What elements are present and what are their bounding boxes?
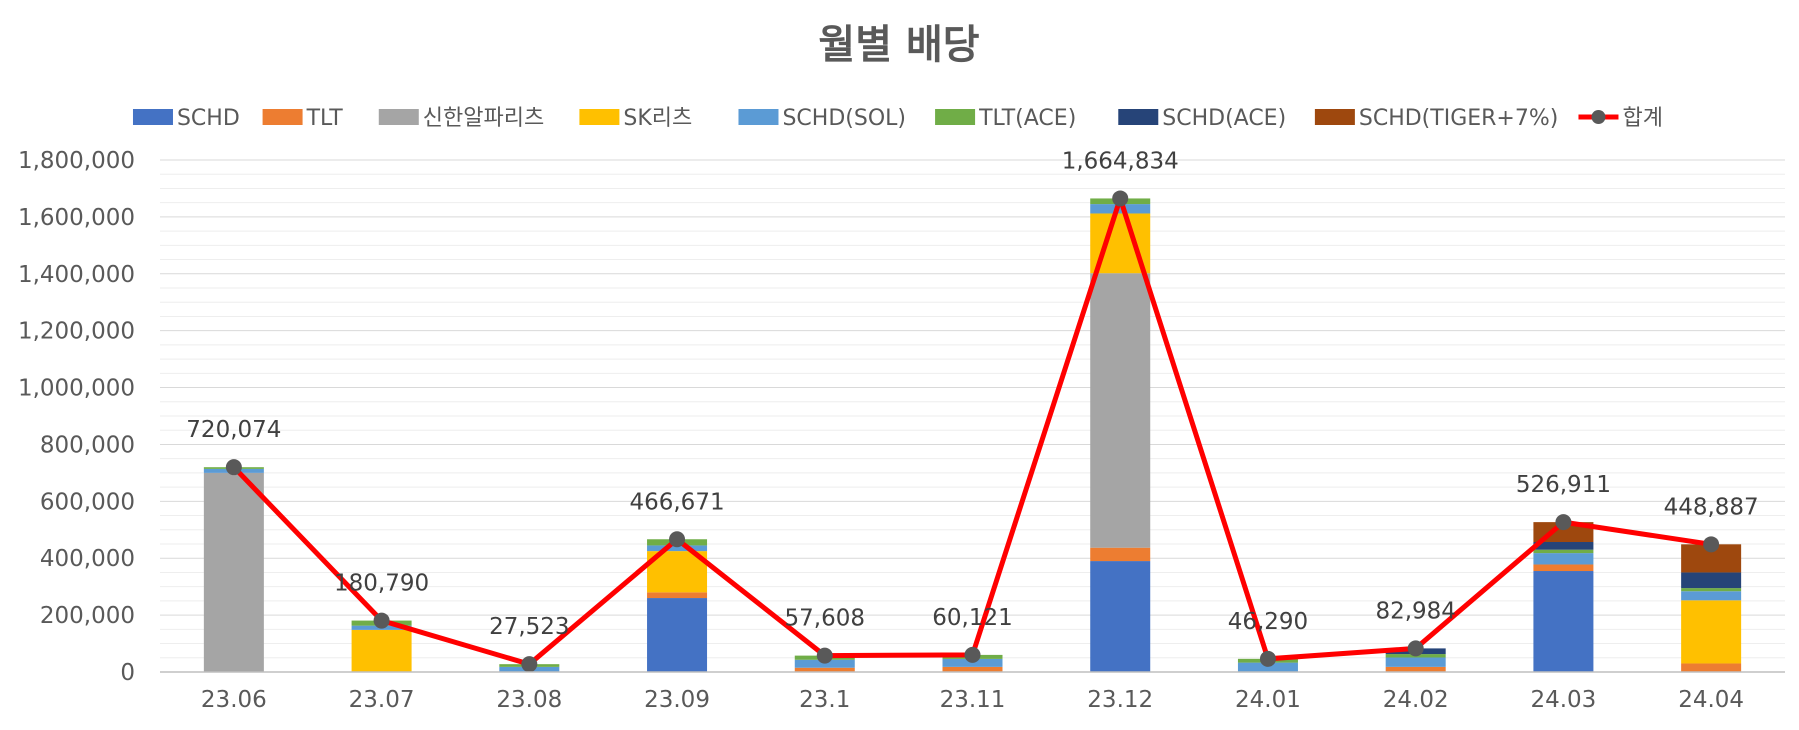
total-point [816,647,833,664]
data-label: 27,523 [489,614,569,640]
total-point [1555,514,1572,531]
bar-segment [1681,591,1742,601]
bar-segment [1237,662,1298,672]
bar-segment [1385,657,1446,667]
y-tick-label: 600,000 [40,489,135,515]
x-tick-label: 23.08 [496,687,562,713]
legend-swatch [1314,109,1355,125]
legend-swatch [1118,109,1159,125]
total-point [1259,650,1276,667]
bar-segment [1385,666,1446,672]
legend-swatch [262,109,303,125]
y-tick-label: 1,800,000 [18,148,135,174]
bar-segment [1533,553,1594,565]
chart-title: 월별 배당 [818,22,979,68]
data-label: 448,887 [1664,494,1759,520]
x-tick-label: 24.01 [1235,687,1301,713]
legend-swatch [132,109,173,125]
x-tick-label: 23.09 [644,687,710,713]
legend-label: SCHD [177,106,240,131]
total-point [373,612,390,629]
x-tick-label: 23.06 [201,687,267,713]
y-tick-label: 0 [120,660,135,686]
bar-segment [351,629,412,672]
y-tick-label: 400,000 [40,546,135,572]
legend-swatch [738,109,779,125]
bar-segment [794,667,855,672]
bar-segment [647,592,708,599]
total-point [521,656,538,673]
bar-segment [1681,588,1742,592]
bars [203,198,1742,672]
bar-segment [1090,561,1151,672]
bar-segment [1090,547,1151,562]
y-tick-label: 1,400,000 [18,262,135,288]
legend-label: TLT [306,106,344,131]
bar-segment [647,598,708,672]
y-tick-label: 1,200,000 [18,319,135,345]
total-point [964,646,981,663]
bar-segment [942,666,1003,672]
legend-swatch [579,109,620,125]
y-tick-label: 200,000 [40,603,135,629]
gridlines [160,159,1785,659]
bar-segment [1090,273,1151,548]
total-series-line [232,195,1712,667]
legend-marker [1591,110,1606,124]
legend-label: 신한알파리츠 [423,106,544,131]
y-tick-label: 1,000,000 [18,376,135,402]
bar-segment [1681,600,1742,664]
bar-segment [647,545,708,552]
y-axis: 0 200,000 400,000 600,000 800,000 1,000,000 1,… [18,148,135,686]
data-label: 1,664,834 [1062,148,1179,174]
legend-label: SCHD(TIGER+7%) [1359,106,1558,131]
data-label: 46,290 [1228,609,1308,635]
bar-segment [203,472,264,672]
bar-segment [1533,549,1594,554]
bar-segment [1681,572,1742,589]
bar-segment [794,659,855,668]
legend-swatch [378,109,419,125]
x-tick-label: 23.11 [940,687,1006,713]
data-label: 466,671 [629,489,724,515]
total-point [1112,190,1129,207]
legend-label: TLT(ACE) [978,106,1076,131]
chart-legend: SCHD TLT 신한알파리츠 SK리츠 SCHD(SOL) TLT(ACE) SCHD(A… [132,106,1663,131]
legend-label: SCHD(ACE) [1162,106,1286,131]
y-tick-label: 1,600,000 [18,205,135,231]
data-label: 82,984 [1375,598,1455,624]
x-axis: 23.06 23.07 23.08 23.09 23.1 23.11 23.12 24.01 2… [160,671,1785,713]
data-label: 57,608 [785,606,865,632]
total-point [669,531,686,548]
bar-segment [1533,542,1594,550]
x-tick-label: 23.07 [349,687,415,713]
data-label: 526,911 [1516,472,1611,498]
total-point [225,459,242,476]
legend-label: SCHD(SOL) [782,106,906,131]
legend-swatch [935,109,976,125]
data-label: 60,121 [932,605,1012,631]
x-tick-label: 24.03 [1530,687,1596,713]
total-line-layer: 720,074 180,790 27,523 466,671 57,608 60,121 1… [186,148,1759,673]
data-label: 180,790 [334,571,429,597]
bar-segment [1090,204,1151,214]
total-point [1407,640,1424,657]
x-tick-label: 24.02 [1383,687,1449,713]
data-label: 720,074 [186,417,281,443]
bar-segment [1533,571,1594,672]
legend-label: 합계 [1622,106,1662,131]
total-point [1703,536,1720,553]
x-tick-label: 24.04 [1678,687,1744,713]
bar-segment [1681,663,1742,672]
legend-label: SK리츠 [623,106,692,131]
x-tick-label: 23.1 [799,687,850,713]
x-tick-label: 23.12 [1087,687,1153,713]
bar-segment [1533,564,1594,572]
y-tick-label: 800,000 [40,432,135,458]
